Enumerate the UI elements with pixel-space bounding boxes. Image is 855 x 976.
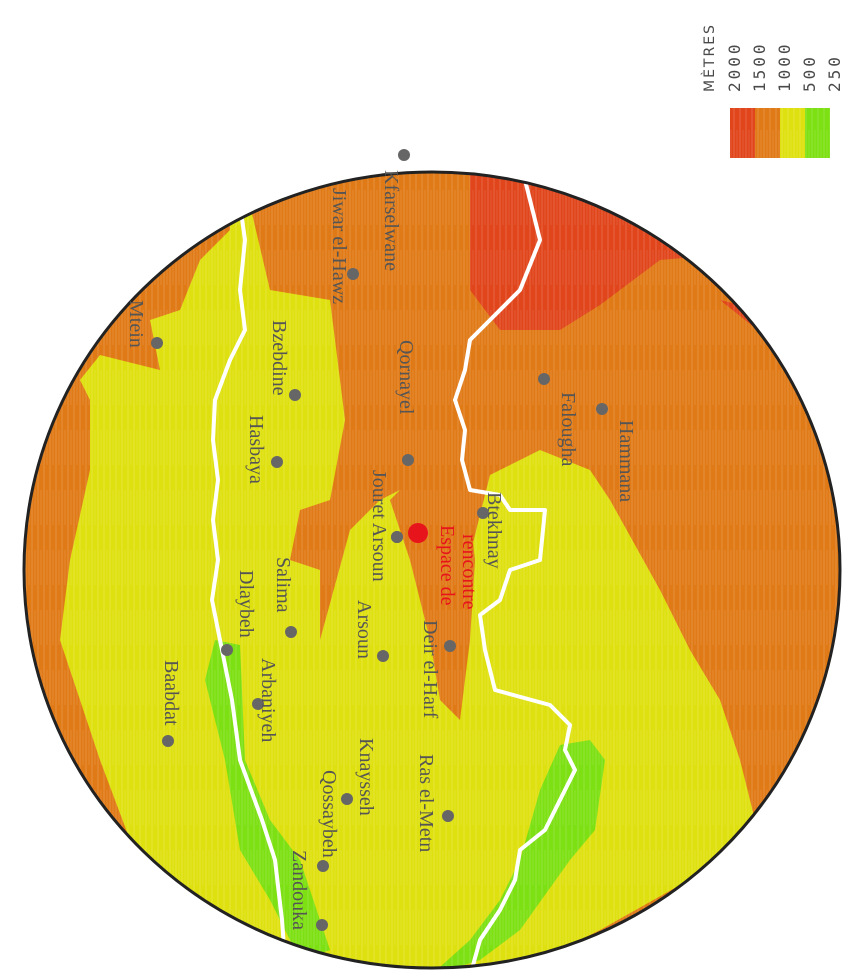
town-label-btekhnay: Btekhnay xyxy=(483,492,505,569)
legend-title: MÈTRES xyxy=(701,23,718,92)
town-label-kfarselwane: Kfarselwane xyxy=(380,170,402,271)
town-label-ras-el-metn: Ras el-Metn xyxy=(415,754,437,852)
town-marker-jiwar-el-hawz xyxy=(347,268,359,280)
legend-label-500: 500 xyxy=(800,54,819,92)
town-label-qornayel: Qornayel xyxy=(395,340,417,415)
town-label-jiwar-el-hawz: Jiwar el-Hawz xyxy=(328,188,350,304)
meeting-label-line1: Espace de xyxy=(436,525,458,606)
town-marker-deir-el-harf xyxy=(444,640,456,652)
town-marker-falougha xyxy=(538,373,550,385)
meeting-point: Espace de rencontre xyxy=(408,523,480,610)
legend-label-2000: 2000 xyxy=(725,41,744,92)
meeting-label-line2: rencontre xyxy=(458,534,480,610)
town-marker-mtein xyxy=(151,337,163,349)
town-label-knaysseh: Knaysseh xyxy=(355,738,377,816)
town-marker-zandouka xyxy=(316,919,328,931)
elevation-layers xyxy=(24,172,840,968)
town-label-arsoun: Arsoun xyxy=(353,600,375,659)
town-marker-dlaybeh xyxy=(221,644,233,656)
road-east xyxy=(453,172,577,968)
town-label-bzebdine: Bzebdine xyxy=(268,320,290,396)
town-marker-btekhnay xyxy=(477,507,489,519)
road-north-stub xyxy=(724,243,746,257)
town-marker-kfarselwane xyxy=(398,149,410,161)
legend-label-1500: 1500 xyxy=(750,41,769,92)
town-label-falougha: Falougha xyxy=(557,392,579,467)
town-label-hasbaya: Hasbaya xyxy=(245,415,267,484)
town-marker-qossaybeh xyxy=(317,860,329,872)
town-marker-arbaniyeh xyxy=(252,698,264,710)
town-label-dlaybeh: Dlaybeh xyxy=(235,570,257,638)
town-label-hammana: Hammana xyxy=(615,420,637,502)
town-marker-baabdat xyxy=(162,735,174,747)
town-label-deir-el-harf: Deir el-Harf xyxy=(419,620,441,719)
meeting-point-marker xyxy=(408,523,428,543)
town-marker-salima xyxy=(285,626,297,638)
town-label-jouret-arsoun: Jouret Arsoun xyxy=(368,470,390,582)
map-boundary xyxy=(22,170,842,970)
legend-label-250: 250 xyxy=(825,54,844,92)
town-label-zandouka: Zandouka xyxy=(288,850,310,930)
town-label-arbaniyeh: Arbaniyeh xyxy=(257,658,279,742)
town-marker-bzebdine xyxy=(289,389,301,401)
town-marker-knaysseh xyxy=(341,793,353,805)
town-label-qossaybeh: Qossaybeh xyxy=(318,770,340,858)
town-marker-arsoun xyxy=(377,650,389,662)
town-marker-ras-el-metn xyxy=(442,810,454,822)
road-west xyxy=(210,173,287,961)
town-marker-hammana xyxy=(596,403,608,415)
town-label-baabdat: Baabdat xyxy=(160,660,182,726)
legend-label-1000: 1000 xyxy=(775,41,794,92)
legend: MÈTRES 2000 1500 1000 500 250 xyxy=(701,23,844,158)
town-markers: Kfarselwane Jiwar el-Hawz Mtein Bzebdine Qor… xyxy=(125,149,637,931)
town-marker-hasbaya xyxy=(271,456,283,468)
town-marker-jouret-arsoun xyxy=(391,531,403,543)
town-label-mtein: Mtein xyxy=(125,300,147,348)
town-label-salima: Salima xyxy=(272,557,294,613)
town-marker-qornayel xyxy=(402,454,414,466)
